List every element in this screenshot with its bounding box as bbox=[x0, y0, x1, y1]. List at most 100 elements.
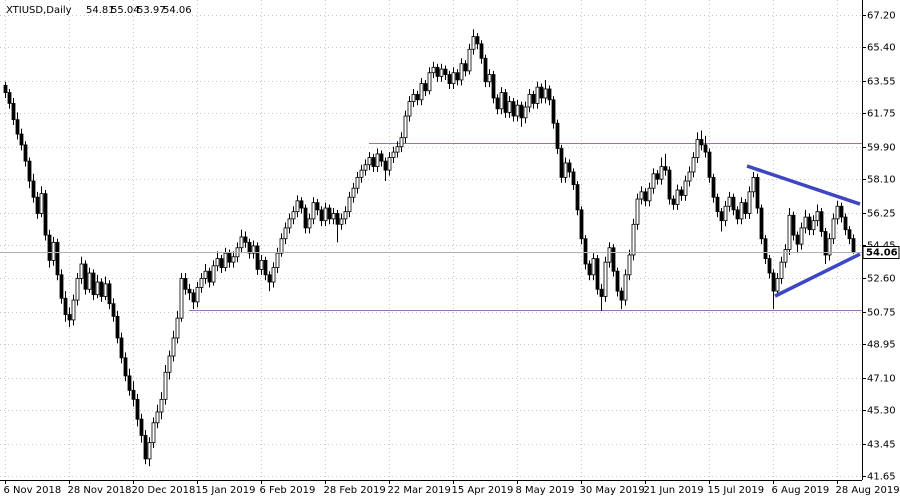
candle-body bbox=[331, 213, 336, 220]
candle-body bbox=[747, 191, 752, 214]
candle-body bbox=[543, 88, 548, 99]
candle-body bbox=[47, 234, 52, 261]
candle-body bbox=[519, 104, 524, 119]
x-tick-label: 30 May 2019 bbox=[580, 485, 645, 496]
candle-body bbox=[155, 411, 160, 424]
candle-body bbox=[555, 122, 560, 149]
candle-body bbox=[503, 92, 508, 113]
candle-body bbox=[147, 442, 152, 460]
candle-body bbox=[687, 171, 692, 182]
candle-body bbox=[439, 68, 444, 77]
candle-body bbox=[495, 97, 500, 110]
candle-body bbox=[343, 211, 348, 220]
candle-body bbox=[315, 202, 320, 211]
candle-body bbox=[563, 162, 568, 178]
candle-body bbox=[591, 258, 596, 276]
candle-body bbox=[407, 101, 412, 117]
candle-body bbox=[771, 272, 776, 292]
candle-body bbox=[755, 176, 760, 209]
candle-body bbox=[367, 157, 372, 166]
candle-body bbox=[387, 157, 392, 171]
candle-body bbox=[267, 274, 272, 283]
candle-body bbox=[207, 270, 212, 283]
candle-body bbox=[467, 48, 472, 72]
candle-body bbox=[575, 184, 580, 211]
candle-body bbox=[139, 418, 144, 436]
candle-body bbox=[15, 119, 20, 135]
candle-body bbox=[435, 66, 440, 77]
trend-line bbox=[746, 164, 861, 206]
candle-body bbox=[535, 86, 540, 104]
trend-line bbox=[774, 252, 861, 298]
candle-body bbox=[283, 227, 288, 240]
y-tick-label: 63.55 bbox=[867, 77, 896, 88]
candle-body bbox=[743, 202, 748, 214]
candle-body bbox=[79, 263, 84, 279]
y-tick-label: 65.40 bbox=[867, 43, 896, 54]
candle-body bbox=[707, 151, 712, 178]
candle-body bbox=[639, 191, 644, 200]
candle-body bbox=[783, 249, 788, 263]
candle-body bbox=[471, 36, 476, 50]
candle-body bbox=[695, 139, 700, 158]
candle-body bbox=[451, 72, 456, 84]
candle-body bbox=[327, 207, 332, 220]
candle-body bbox=[547, 88, 552, 101]
high-value: 55.04 bbox=[111, 5, 140, 16]
candle-body bbox=[123, 357, 128, 377]
candle-body bbox=[379, 153, 384, 162]
candle-body bbox=[199, 278, 204, 288]
candle-body bbox=[303, 207, 308, 229]
candle-body bbox=[443, 68, 448, 75]
candle-body bbox=[843, 216, 848, 231]
candle-body bbox=[39, 193, 44, 214]
candle-body bbox=[191, 292, 196, 303]
price-label: 54.06 bbox=[866, 248, 898, 259]
candle-body bbox=[691, 157, 696, 173]
candle-body bbox=[663, 166, 668, 171]
axes: 67.2065.4063.5561.7559.9058.1056.2554.45… bbox=[4, 11, 900, 497]
y-tick-label: 56.25 bbox=[867, 209, 896, 220]
x-tick-label: 22 Mar 2019 bbox=[388, 485, 451, 496]
candle-body bbox=[827, 238, 832, 256]
candle-body bbox=[259, 259, 264, 270]
y-tick-label: 50.75 bbox=[867, 308, 896, 319]
candle-body bbox=[395, 146, 400, 153]
candle-body bbox=[51, 241, 56, 261]
candle-body bbox=[175, 317, 180, 339]
candle-body bbox=[571, 171, 576, 186]
candle-body bbox=[135, 398, 140, 420]
candle-body bbox=[763, 238, 768, 259]
open-value: 54.81 bbox=[86, 5, 115, 16]
x-tick-label: 20 Dec 2018 bbox=[132, 485, 196, 496]
candle-body bbox=[739, 202, 744, 220]
candle-body bbox=[187, 288, 192, 294]
candle-body bbox=[359, 169, 364, 178]
candle-body bbox=[787, 214, 792, 250]
candle-body bbox=[91, 272, 96, 296]
x-tick-label: 15 Jan 2019 bbox=[196, 485, 256, 496]
candle-body bbox=[515, 104, 520, 117]
candle-body bbox=[803, 216, 808, 229]
candle-body bbox=[679, 189, 684, 196]
candle-body bbox=[851, 238, 856, 253]
candle-body bbox=[291, 211, 296, 220]
candle-body bbox=[339, 218, 344, 225]
candle-body bbox=[423, 83, 428, 92]
y-tick-label: 43.45 bbox=[867, 440, 896, 451]
candle-body bbox=[507, 101, 512, 113]
candle-body bbox=[311, 202, 316, 220]
candle-body bbox=[699, 139, 704, 146]
candle-body bbox=[459, 63, 464, 81]
candle-body bbox=[463, 63, 468, 72]
candle-body bbox=[275, 252, 280, 269]
candle-body bbox=[767, 258, 772, 274]
candle-body bbox=[835, 205, 840, 220]
candle-body bbox=[87, 272, 92, 290]
candle-body bbox=[99, 281, 104, 297]
candle-body bbox=[115, 315, 120, 339]
x-tick-label: 28 Feb 2019 bbox=[324, 485, 386, 496]
candle-body bbox=[279, 238, 284, 254]
candle-body bbox=[731, 196, 736, 211]
